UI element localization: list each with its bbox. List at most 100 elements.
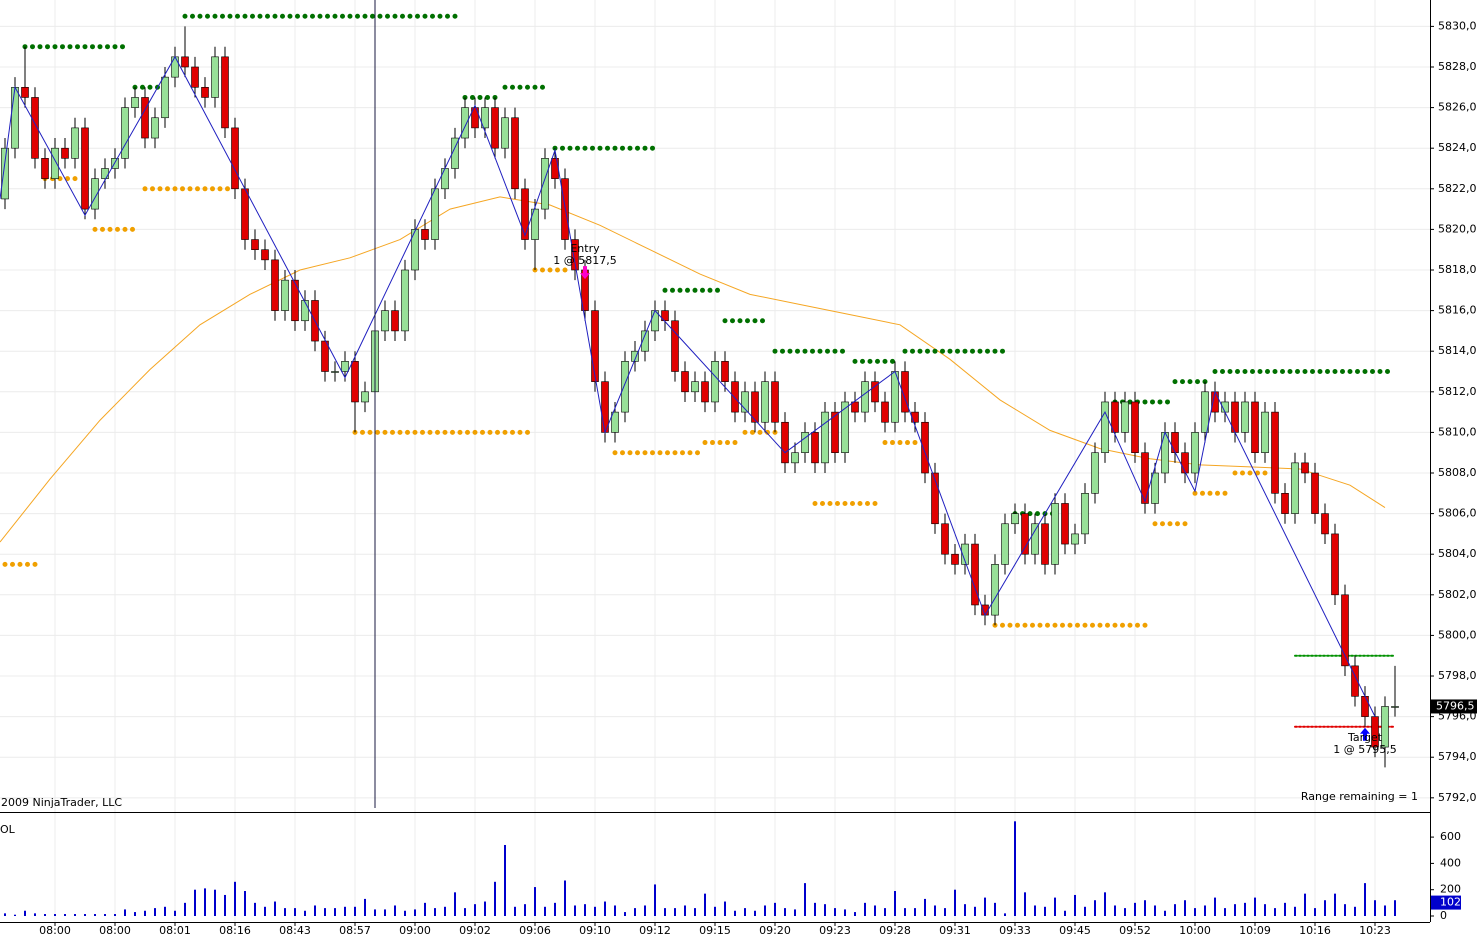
candle-body	[661, 310, 669, 322]
candle-body	[11, 86, 19, 149]
volume-bar	[44, 914, 46, 916]
last-price-label: 5796,5	[1436, 699, 1475, 712]
volume-bar	[724, 901, 726, 916]
candle-body	[971, 543, 979, 606]
x-tick-label: 09:23	[819, 924, 851, 936]
volume-bar	[84, 914, 86, 916]
volume-bar	[714, 906, 716, 916]
volume-bar	[284, 908, 286, 916]
candle-body	[331, 371, 339, 373]
candle-body	[411, 229, 419, 271]
volume-bar	[784, 908, 786, 916]
volume-bar	[514, 906, 516, 916]
x-tick-label: 09:20	[759, 924, 791, 936]
candle-body	[321, 340, 329, 372]
volume-bar	[124, 909, 126, 916]
volume-bar	[324, 908, 326, 916]
candle-body	[381, 310, 389, 332]
volume-bar	[204, 888, 206, 916]
volume-bar	[914, 908, 916, 916]
volume-tick-label: 200	[1440, 883, 1461, 896]
candle-body	[1161, 432, 1169, 474]
y-tick-label: 5808,0	[1438, 466, 1477, 479]
candle-body	[1181, 452, 1189, 474]
candle-body	[621, 361, 629, 413]
candle-body	[541, 158, 549, 210]
volume-bar	[1194, 908, 1196, 916]
x-tick-label: 08:01	[159, 924, 191, 936]
y-tick-label: 5814,0	[1438, 344, 1477, 357]
candle-body	[281, 279, 289, 311]
candle-body	[991, 564, 999, 616]
candle-body	[531, 208, 539, 240]
candle-body	[1301, 462, 1309, 474]
y-tick-label: 5826,0	[1438, 101, 1477, 114]
volume-bar	[434, 908, 436, 916]
x-tick-label: 10:09	[1239, 924, 1271, 936]
volume-bar	[354, 906, 356, 916]
candle-body	[1331, 533, 1339, 596]
candle-body	[681, 371, 689, 393]
y-tick-label: 5806,0	[1438, 507, 1477, 520]
volume-label: OL	[0, 823, 16, 836]
volume-bar	[264, 906, 266, 916]
volume-bar	[194, 889, 196, 916]
x-tick-label: 09:28	[879, 924, 911, 936]
candle-body	[641, 330, 649, 352]
volume-bar	[1344, 904, 1346, 916]
volume-bar	[1134, 902, 1136, 916]
volume-bar	[984, 897, 986, 916]
volume-bar	[924, 898, 926, 916]
candle-body	[1071, 533, 1079, 545]
volume-bar	[674, 908, 676, 916]
x-tick-label: 10:00	[1179, 924, 1211, 936]
volume-bar	[414, 909, 416, 916]
x-tick-label: 09:15	[699, 924, 731, 936]
candle-body	[931, 472, 939, 525]
volume-bar	[1004, 913, 1006, 916]
candle-body	[291, 279, 299, 322]
volume-bar	[754, 910, 756, 916]
volume-bar	[1054, 897, 1056, 916]
volume-bar	[794, 909, 796, 916]
volume-bar	[1124, 908, 1126, 916]
candle-body	[441, 168, 449, 190]
candle-body	[191, 66, 199, 88]
x-tick-label: 09:31	[939, 924, 971, 936]
volume-bar	[1244, 902, 1246, 916]
volume-bar	[1174, 904, 1176, 916]
volume-bar	[934, 905, 936, 916]
candle-body	[51, 147, 59, 179]
y-tick-label: 5802,0	[1438, 588, 1477, 601]
volume-bar	[1274, 908, 1276, 916]
volume-bar	[974, 906, 976, 916]
volume-bar	[614, 905, 616, 916]
candle-body	[961, 543, 969, 565]
volume-bar	[1204, 905, 1206, 916]
volume-bar	[534, 887, 536, 916]
volume-bar	[34, 913, 36, 916]
candle-body	[771, 381, 779, 423]
candle-body	[431, 188, 439, 240]
copyright: 2009 NinjaTrader, LLC	[1, 796, 122, 809]
candle-body	[21, 86, 29, 98]
candle-body	[821, 411, 829, 464]
x-tick-label: 10:23	[1359, 924, 1391, 936]
candle-body	[1351, 665, 1359, 697]
candle-body	[471, 107, 479, 129]
candle-body	[171, 56, 179, 78]
volume-bar	[1034, 905, 1036, 916]
candle-body	[1251, 401, 1259, 454]
candle-body	[1311, 472, 1319, 514]
candle-body	[261, 249, 269, 261]
volume-bar	[144, 910, 146, 916]
x-tick-label: 08:43	[279, 924, 311, 936]
candle-body	[121, 107, 129, 159]
volume-bar	[684, 905, 686, 916]
volume-bar	[664, 908, 666, 916]
candle-body	[1041, 523, 1049, 565]
candle-body	[911, 411, 919, 423]
